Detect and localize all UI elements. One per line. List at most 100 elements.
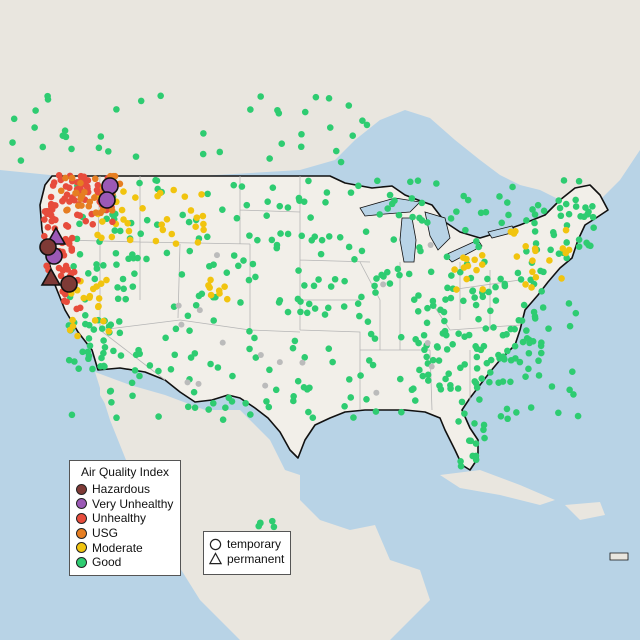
monitor-dot [305, 177, 312, 185]
monitor-dot [126, 236, 134, 244]
monitor-dot [504, 199, 511, 206]
monitor-dot [17, 157, 25, 164]
monitor-dot [76, 304, 84, 312]
monitor-dot [425, 377, 432, 384]
legend-item-moderate: Moderate [76, 540, 174, 555]
monitor-dot [200, 226, 207, 234]
monitor-dot [412, 336, 419, 343]
legend-label: Hazardous [92, 482, 151, 497]
temporary-station-marker[interactable] [98, 191, 116, 209]
monitor-dot [172, 240, 180, 247]
monitor-dot [418, 217, 426, 224]
monitor-dot [566, 386, 573, 394]
monitor-dot [242, 399, 249, 407]
monitor-dot [301, 354, 309, 361]
monitor-dot [478, 251, 486, 259]
monitor-dot [168, 230, 176, 238]
monitor-dot [199, 212, 207, 220]
monitor-dot [305, 300, 313, 308]
monitor-dot [548, 383, 556, 390]
permanent-station-marker[interactable] [40, 267, 62, 286]
legend-label: Moderate [92, 540, 143, 555]
monitor-dot [298, 130, 305, 138]
monitor-dot [471, 294, 478, 301]
legend-item-usg: USG [76, 526, 174, 541]
temporary-station-marker[interactable] [39, 238, 57, 256]
monitor-dot [473, 266, 480, 274]
monitor-dot [496, 193, 503, 200]
hazardous-swatch [76, 483, 87, 495]
monitor-dot [257, 519, 264, 527]
monitor-dot [210, 317, 218, 324]
monitor-dot [215, 287, 223, 294]
monitor-dot [263, 398, 270, 405]
monitor-dot [270, 523, 278, 531]
monitor-dot [295, 267, 302, 274]
monitor-dot [520, 301, 528, 309]
monitor-dot [263, 212, 270, 219]
monitor-dot [104, 148, 112, 155]
monitor-dot [372, 408, 380, 415]
monitor-dot [251, 334, 258, 342]
monitor-dot [569, 368, 576, 375]
monitor-dot [530, 308, 538, 316]
monitor-dot [193, 214, 201, 221]
temporary-station-marker[interactable] [60, 275, 78, 293]
monitor-dot [98, 218, 106, 225]
monitor-dot [158, 221, 165, 228]
monitor-dot [284, 230, 292, 238]
monitor-dot [186, 327, 193, 335]
monitor-dot [62, 174, 69, 182]
monitor-dot [427, 242, 434, 249]
monitor-dot [465, 437, 473, 445]
monitor-dot [73, 189, 80, 197]
monitor-dot [473, 365, 481, 372]
monitor-dot [210, 261, 217, 268]
monitor-dot [510, 230, 518, 237]
monitor-dot [410, 296, 418, 304]
monitor-dot [278, 140, 286, 148]
monitor-dot [447, 215, 455, 222]
monitor-dot [424, 304, 431, 312]
monitor-dot [445, 370, 452, 377]
monitor-dot [322, 199, 329, 206]
monitor-dot [365, 357, 373, 364]
monitor-dot [546, 257, 553, 264]
monitor-dot [70, 268, 78, 276]
monitor-dot [473, 345, 481, 353]
monitor-dot [384, 205, 392, 212]
monitor-dot [152, 237, 160, 245]
monitor-dot [190, 388, 198, 396]
monitor-dot [447, 294, 455, 302]
monitor-dot [70, 263, 77, 270]
monitor-dot [303, 309, 311, 317]
monitor-dot [92, 209, 100, 216]
monitor-dot [471, 420, 478, 427]
monitor-dot [386, 191, 394, 199]
monitor-dot [57, 272, 65, 280]
monitor-dot [461, 361, 468, 368]
monitor-dot [129, 283, 137, 290]
monitor-dot [118, 206, 126, 214]
monitor-dot [311, 305, 319, 312]
monitor-dot [237, 299, 244, 306]
monitor-dot [424, 340, 431, 347]
monitor-dot [219, 416, 227, 423]
state-lines [61, 175, 521, 411]
monitor-dot [357, 372, 364, 379]
monitor-dot [129, 251, 136, 258]
monitor-dot [408, 195, 416, 202]
monitor-dot [103, 276, 110, 284]
monitor-dot [456, 268, 464, 276]
monitor-dot [219, 206, 226, 213]
monitor-dot [535, 357, 542, 365]
monitor-dot [184, 312, 192, 320]
monitor-dot [497, 412, 505, 420]
monitor-dot [117, 352, 125, 359]
monitor-dot [519, 338, 527, 346]
monitor-dot [397, 333, 405, 341]
monitor-dot [479, 286, 487, 293]
monitor-dot [44, 223, 52, 231]
monitor-dot [574, 412, 582, 420]
